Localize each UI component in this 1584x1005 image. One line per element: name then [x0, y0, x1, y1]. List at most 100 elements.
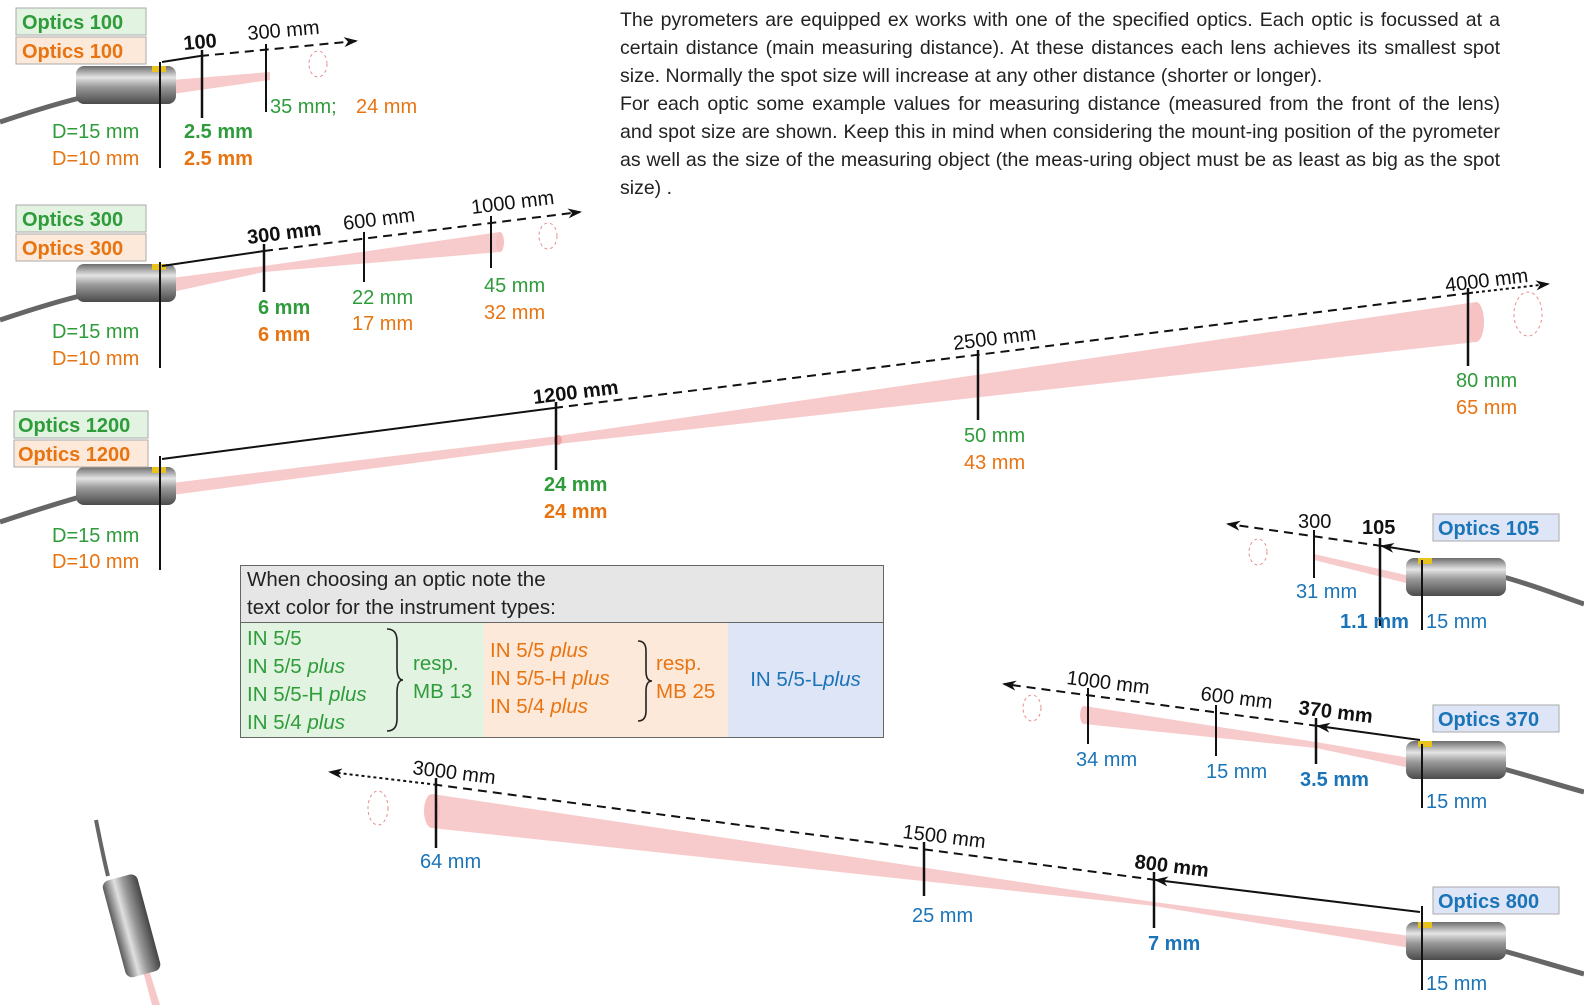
- optics-label-box-orange: [15, 36, 147, 65]
- spot-outline: [308, 50, 328, 78]
- label-dist-105: 105: [1362, 517, 1395, 539]
- sensor-cable: [1499, 765, 1584, 795]
- optics-100-group: 100 300 mm 35 mm; 24 mm 2.5 mm 2.5 mm D=…: [0, 7, 417, 170]
- distance-line-dotted: [328, 768, 431, 785]
- spot-mid-green: 50 mm: [964, 425, 1025, 447]
- distance-line: [1316, 722, 1421, 741]
- sensor-cable: [1499, 573, 1584, 607]
- legend-type-row: IN 5/5 plus: [247, 653, 367, 681]
- optics-label-orange: Optics 100: [22, 41, 123, 63]
- beam-end: [1468, 302, 1484, 342]
- pyrometer-sensor: [76, 66, 176, 104]
- legend-type: IN 5/5: [490, 639, 551, 662]
- legend-orange-types: IN 5/5 plus IN 5/5-H plus IN 5/4 plus: [490, 637, 610, 721]
- spot-main: 1.1 mm: [1340, 611, 1409, 633]
- optics-label-box-blue: [1432, 513, 1560, 542]
- distance-line-dashed: [1002, 680, 1319, 727]
- legend-mb-label: MB 13: [413, 680, 473, 703]
- diameter-orange: D=10 mm: [52, 348, 139, 370]
- distance-line-dashed: [199, 37, 358, 57]
- spot-far-green: 45 mm: [484, 275, 545, 297]
- legend-type-italic: plus: [550, 639, 588, 662]
- legend-resp-label: resp.: [413, 652, 459, 675]
- beam-end: [496, 232, 504, 252]
- spot-outline: [1513, 291, 1543, 337]
- diameter: 15 mm: [1426, 791, 1487, 813]
- legend-type: IN 5/5: [247, 655, 308, 678]
- legend-type-italic: plus: [307, 711, 345, 734]
- legend-group-green: IN 5/5 IN 5/5 plus IN 5/5-H plus IN 5/4 …: [241, 623, 484, 737]
- brace-icon: [386, 628, 404, 732]
- spot-mid: 15 mm: [1206, 761, 1267, 783]
- label-dist-600: 600 mm: [342, 204, 416, 235]
- sensor-label-sticker: [1418, 741, 1432, 747]
- optics-label-blue: Optics 370: [1438, 709, 1539, 731]
- legend-type-row: IN 5/5-H plus: [247, 681, 367, 709]
- pyrometer-sensor: [102, 874, 161, 978]
- label-dist-600: 600 mm: [1199, 683, 1273, 714]
- spot-mid-orange: 17 mm: [352, 313, 413, 335]
- laser-beam: [1084, 706, 1410, 768]
- intro-paragraph-1: The pyrometers are equipped ex works wit…: [620, 9, 1500, 87]
- legend-type-row: IN 5/5 plus: [490, 637, 610, 665]
- distance-line: [1380, 542, 1421, 553]
- label-dist-1200: 1200 mm: [532, 377, 620, 409]
- spot-far: 34 mm: [1076, 749, 1137, 771]
- optics-1200-group: 1200 mm 2500 mm 4000 mm 24 mm 24 mm 50 m…: [0, 265, 1550, 573]
- optics-label-box-blue: [1432, 704, 1560, 733]
- label-dist-3000: 3000 mm: [411, 757, 496, 789]
- legend-orange-resp: resp. MB 25: [656, 650, 715, 706]
- optics-label-orange: Optics 300: [22, 238, 123, 260]
- legend-heading-line-2: text color for the instrument types:: [247, 596, 556, 619]
- diameter-orange: D=10 mm: [52, 148, 139, 170]
- optics-label-green: Optics 1200: [18, 415, 130, 437]
- legend-type-italic: plus: [572, 667, 610, 690]
- legend-type-italic: plus: [307, 655, 345, 678]
- legend-type-italic: plus: [550, 695, 588, 718]
- spot-far-orange: 24 mm: [356, 96, 417, 118]
- spot-main-green: 24 mm: [544, 474, 607, 496]
- spot-outline: [367, 790, 389, 826]
- legend-type: IN 5/5-H: [490, 667, 573, 690]
- optics-105-group: 105 300 31 mm 1.1 mm 15 mm Optics 105: [1226, 511, 1584, 633]
- optics-label-box-blue: [1432, 886, 1560, 915]
- optics-label-green: Optics 100: [22, 12, 123, 34]
- distance-line-dotted: [1469, 280, 1550, 294]
- distance-line-dashed: [263, 208, 582, 252]
- spot-far-orange: 65 mm: [1456, 397, 1517, 419]
- spot-main-green: 6 mm: [258, 297, 310, 319]
- pyrometer-sensor: [76, 264, 176, 302]
- intro-text: The pyrometers are equipped ex works wit…: [620, 6, 1500, 202]
- distance-line: [161, 407, 555, 460]
- laser-beam: [1314, 554, 1410, 584]
- legend-group-orange: IN 5/5 plus IN 5/5-H plus IN 5/4 plus re…: [484, 623, 728, 737]
- laser-beam: [172, 232, 500, 292]
- optics-label-box-green: [15, 7, 147, 36]
- optics-label-green: Optics 300: [22, 209, 123, 231]
- spot-mid-orange: 43 mm: [964, 452, 1025, 474]
- spot-mid: 25 mm: [912, 905, 973, 927]
- spot-main: 3.5 mm: [1300, 769, 1369, 791]
- optics-label-blue: Optics 800: [1438, 891, 1539, 913]
- legend-type-row: IN 5/5-H plus: [490, 665, 610, 693]
- pyrometer-sensor: [1406, 922, 1506, 960]
- sensor-cable: [94, 819, 110, 877]
- legend-resp-label: resp.: [656, 652, 702, 675]
- brace-icon: [637, 640, 653, 722]
- sensor-cable: [1499, 947, 1584, 977]
- optics-label-box-green: [13, 410, 149, 439]
- legend-type: IN 5/5-L: [750, 668, 824, 691]
- diameter: 15 mm: [1426, 973, 1487, 995]
- legend-heading-line-1: When choosing an optic note the: [247, 568, 546, 591]
- spot-main-orange: 6 mm: [258, 324, 310, 346]
- legend-row: IN 5/5 IN 5/5 plus IN 5/5-H plus IN 5/4 …: [241, 623, 883, 737]
- sensor-cable: [0, 494, 81, 525]
- spot-far-green: 35 mm;: [270, 96, 337, 118]
- pyrometer-sensor: [1406, 558, 1506, 596]
- sensor-label-sticker: [1418, 558, 1432, 564]
- spot-far: 64 mm: [420, 851, 481, 873]
- label-dist-4000: 4000 mm: [1444, 265, 1529, 297]
- optics-label-blue: Optics 105: [1438, 518, 1539, 540]
- sensor-label-sticker: [1418, 922, 1432, 928]
- legend-mb-label: MB 25: [656, 680, 716, 703]
